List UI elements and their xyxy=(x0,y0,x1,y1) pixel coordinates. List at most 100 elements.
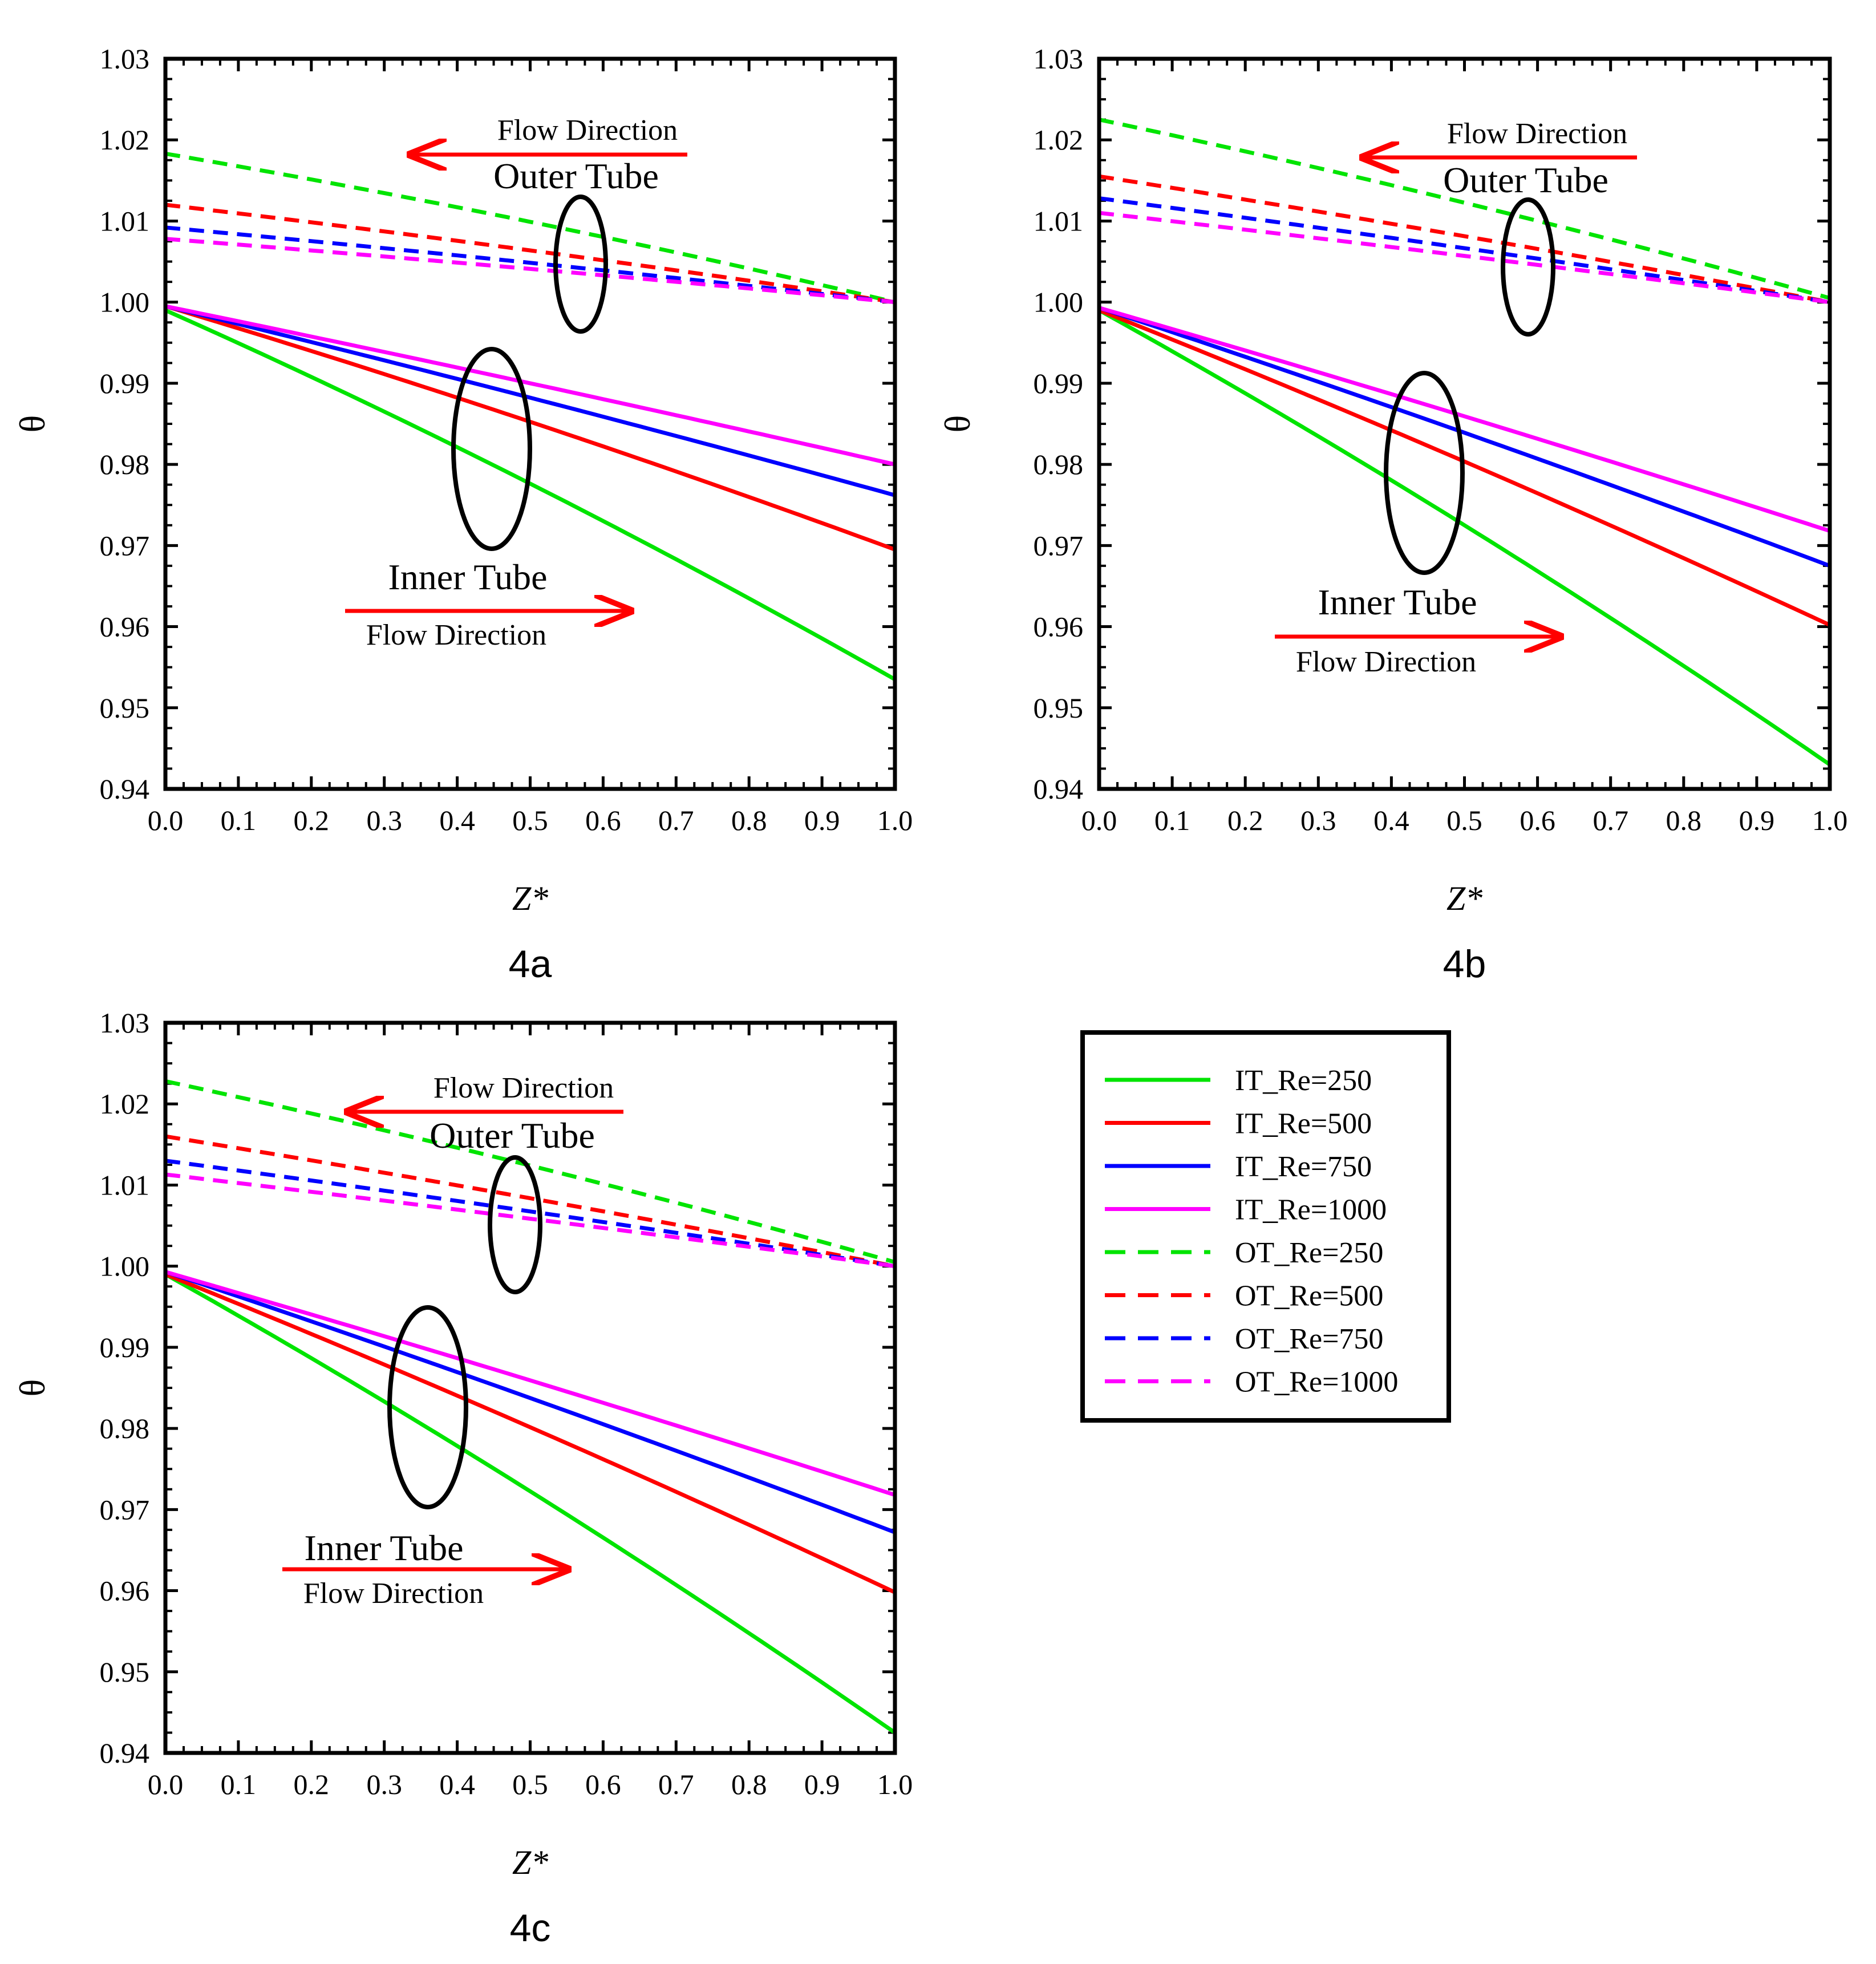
legend-label: IT_Re=1000 xyxy=(1235,1194,1387,1226)
legend-label: IT_Re=750 xyxy=(1235,1151,1372,1183)
plot-frame xyxy=(1097,56,1832,791)
x-tick-label: 0.2 xyxy=(294,1768,330,1800)
y-tick-label: 0.94 xyxy=(100,773,150,805)
y-tick-label: 1.03 xyxy=(100,43,150,75)
x-tick-label: 0.0 xyxy=(148,1768,184,1800)
y-tick-label: 1.03 xyxy=(100,1007,150,1039)
y-tick-label: 0.94 xyxy=(1034,773,1084,805)
x-tick-label: 0.3 xyxy=(366,804,402,836)
inner-flow-direction-label: Flow Direction xyxy=(1296,646,1476,678)
y-tick-label: 0.95 xyxy=(100,1656,150,1688)
x-tick-label: 0.6 xyxy=(1520,804,1555,836)
y-tick-label: 1.01 xyxy=(100,205,150,237)
series-line-ot-re-1000 xyxy=(1099,210,1830,305)
x-tick-label: 0.7 xyxy=(658,1768,694,1800)
x-tick-label: 0.4 xyxy=(439,1768,475,1800)
x-tick-label: 0.1 xyxy=(221,804,257,836)
outer-tube-label: Outer Tube xyxy=(430,1115,595,1156)
x-axis-title: Z* xyxy=(512,880,548,917)
legend-label: OT_Re=1000 xyxy=(1235,1366,1398,1399)
x-axis-title: Z* xyxy=(1446,880,1482,917)
series-line-ot-re-500 xyxy=(1099,174,1830,305)
y-tick-label: 0.98 xyxy=(1034,448,1084,480)
panel-label: 4b xyxy=(1443,942,1486,986)
series-line-ot-re-500 xyxy=(165,1134,896,1269)
y-tick-label: 1.00 xyxy=(1034,286,1084,318)
inner-tube-label: Inner Tube xyxy=(388,557,547,597)
series-line-it-re-250 xyxy=(164,308,896,682)
x-axis-title: Z* xyxy=(512,1844,548,1881)
y-tick-label: 0.96 xyxy=(100,1575,150,1607)
outer-flow-direction-label: Flow Direction xyxy=(497,114,678,147)
outer-tube-label: Outer Tube xyxy=(493,156,659,196)
legend-label: IT_Re=250 xyxy=(1235,1064,1372,1097)
y-tick-label: 1.02 xyxy=(1034,124,1084,156)
x-tick-label: 0.0 xyxy=(148,804,184,836)
legend-box xyxy=(1080,1030,1451,1423)
y-tick-label: 1.01 xyxy=(1034,205,1084,237)
plot-frame xyxy=(163,1021,897,1755)
series-line-it-re-750 xyxy=(165,304,896,497)
chart-panel-4b: 0.0 0.1 0.2 0.3 0.4 0.5 0.6 0.7 0.8 0.9 1.0 0.94 0.9… xyxy=(937,43,1847,986)
y-tick-label: 1.00 xyxy=(100,286,150,318)
inner-tube-label: Inner Tube xyxy=(304,1528,463,1568)
series-line-ot-re-500 xyxy=(165,203,896,305)
y-axis-title: θ xyxy=(12,415,52,433)
series-line-ot-re-750 xyxy=(165,1159,896,1269)
outer-flow-direction-label: Flow Direction xyxy=(1447,118,1627,150)
x-tick-label: 1.0 xyxy=(877,1768,913,1800)
series-line-ot-re-250 xyxy=(165,151,896,305)
inner-tube-ellipse xyxy=(387,1305,468,1509)
y-tick-label: 1.02 xyxy=(100,124,150,156)
x-tick-label: 0.5 xyxy=(512,804,548,836)
outer-flow-direction-label: Flow Direction xyxy=(433,1072,614,1104)
y-tick-label: 0.98 xyxy=(100,1412,150,1444)
y-tick-label: 0.97 xyxy=(1034,529,1084,561)
series-line-it-re-1000 xyxy=(165,304,896,467)
y-tick-label: 0.98 xyxy=(100,448,150,480)
x-tick-label: 0.6 xyxy=(585,1768,621,1800)
x-tick-label: 1.0 xyxy=(1812,804,1848,836)
legend-label: OT_Re=250 xyxy=(1235,1237,1383,1269)
inner-flow-direction-label: Flow Direction xyxy=(303,1577,484,1610)
y-tick-label: 0.99 xyxy=(100,1331,150,1363)
y-tick-label: 1.02 xyxy=(100,1088,150,1120)
series-line-ot-re-750 xyxy=(1099,196,1830,305)
y-tick-label: 1.00 xyxy=(100,1250,150,1282)
y-tick-label: 0.99 xyxy=(100,367,150,399)
y-tick-label: 0.94 xyxy=(100,1737,150,1769)
chart-panel-4a: 0.0 0.1 0.2 0.3 0.4 0.5 0.6 0.7 0.8 0.9 1.0 0.94 0.9… xyxy=(12,43,913,986)
x-tick-label: 0.3 xyxy=(366,1768,402,1800)
series-line-it-re-250 xyxy=(164,1272,896,1735)
panel-label: 4c xyxy=(510,1906,551,1950)
x-tick-label: 0.5 xyxy=(512,1768,548,1800)
series-line-ot-re-1000 xyxy=(165,237,896,305)
series-line-ot-re-250 xyxy=(165,1079,896,1264)
series-line-it-re-750 xyxy=(1098,306,1831,568)
legend: IT_Re=250 IT_Re=500 IT_Re=750 IT_Re=1000 OT_… xyxy=(1080,1030,1451,1423)
series-line-it-re-750 xyxy=(164,1270,896,1534)
x-tick-label: 0.4 xyxy=(439,804,475,836)
x-tick-label: 0.7 xyxy=(1593,804,1628,836)
y-tick-label: 0.95 xyxy=(100,692,150,724)
x-tick-label: 0.8 xyxy=(1666,804,1702,836)
y-tick-label: 0.97 xyxy=(100,529,150,561)
x-tick-label: 0.9 xyxy=(804,804,840,836)
panel-label: 4a xyxy=(509,942,552,986)
x-tick-label: 0.6 xyxy=(585,804,621,836)
x-tick-label: 0.8 xyxy=(731,804,767,836)
x-tick-label: 0.4 xyxy=(1373,804,1409,836)
series-line-ot-re-750 xyxy=(165,225,896,305)
y-tick-label: 0.97 xyxy=(100,1493,150,1525)
inner-tube-ellipse xyxy=(1384,371,1465,575)
y-tick-label: 1.01 xyxy=(100,1169,150,1201)
legend-label: OT_Re=500 xyxy=(1235,1280,1383,1313)
legend-label: OT_Re=750 xyxy=(1235,1323,1383,1355)
outer-tube-label: Outer Tube xyxy=(1443,160,1608,200)
x-tick-label: 0.7 xyxy=(658,804,694,836)
x-tick-label: 0.9 xyxy=(1739,804,1775,836)
x-tick-label: 0.1 xyxy=(221,1768,257,1800)
y-tick-label: 0.95 xyxy=(1034,692,1084,724)
y-tick-label: 0.99 xyxy=(1034,367,1084,399)
